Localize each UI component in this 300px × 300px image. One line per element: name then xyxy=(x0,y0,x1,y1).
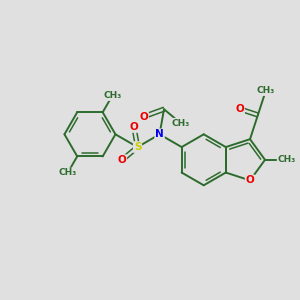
Text: CH₃: CH₃ xyxy=(278,155,296,164)
Text: CH₃: CH₃ xyxy=(172,118,190,127)
Text: CH₃: CH₃ xyxy=(257,86,275,95)
Text: O: O xyxy=(139,112,148,122)
Text: O: O xyxy=(246,176,254,185)
Text: CH₃: CH₃ xyxy=(58,168,77,177)
Text: O: O xyxy=(235,104,244,114)
Text: N: N xyxy=(155,129,164,139)
Text: CH₃: CH₃ xyxy=(103,91,122,100)
Text: S: S xyxy=(134,142,141,152)
Text: O: O xyxy=(118,155,126,165)
Text: O: O xyxy=(130,122,138,132)
